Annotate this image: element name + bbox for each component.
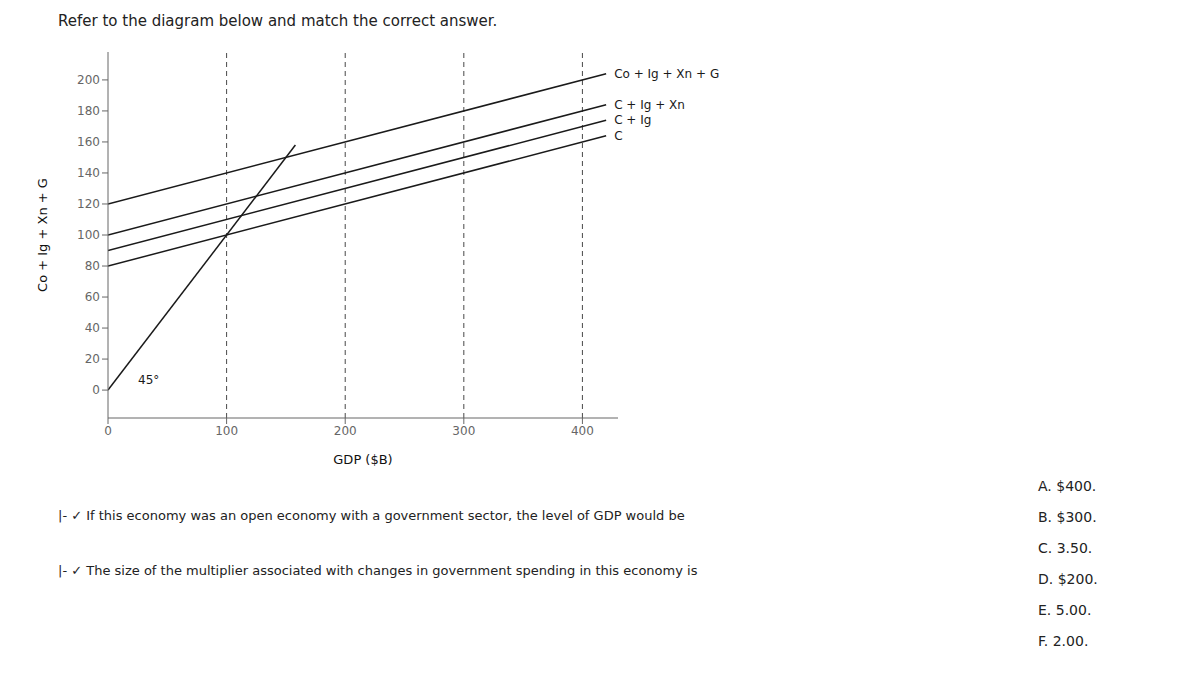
svg-text:180: 180	[77, 104, 100, 118]
html-text:Refer to the diagram below and: Refer to the diagram below and match the…	[58, 12, 498, 30]
svg-text:C + Ig: C + Ig	[614, 113, 651, 127]
svg-text:100: 100	[77, 228, 100, 242]
svg-text:GDP ($B): GDP ($B)	[333, 452, 392, 467]
html-text:C. 3.50.: C. 3.50.	[1038, 540, 1093, 556]
svg-text:200: 200	[334, 424, 357, 438]
html-text:F. 2.00.: F. 2.00.	[1038, 633, 1089, 649]
html-text:B. $300.: B. $300.	[1038, 509, 1097, 525]
html-text:E. 5.00.: E. 5.00.	[1038, 602, 1092, 618]
svg-text:20: 20	[85, 352, 100, 366]
svg-text:C + Ig + Xn: C + Ig + Xn	[614, 98, 685, 112]
svg-text:140: 140	[77, 166, 100, 180]
html-text:A. $400.: A. $400.	[1038, 478, 1097, 494]
svg-text:160: 160	[77, 135, 100, 149]
svg-text:Co + Ig + Xn + G: Co + Ig + Xn + G	[614, 67, 719, 81]
html-text:|- ✓ If this economy was an op: |- ✓ If this economy was an open economy…	[58, 508, 685, 523]
svg-text:60: 60	[85, 290, 100, 304]
svg-text:200: 200	[77, 73, 100, 87]
svg-text:45°: 45°	[138, 373, 159, 387]
html-text:D. $200.: D. $200.	[1038, 571, 1098, 587]
svg-text:300: 300	[452, 424, 475, 438]
html-text:|- ✓ The size of the multiplie: |- ✓ The size of the multiplier associat…	[58, 563, 698, 578]
svg-text:400: 400	[571, 424, 594, 438]
svg-text:100: 100	[215, 424, 238, 438]
svg-text:Co + Ig + Xn + G: Co + Ig + Xn + G	[35, 178, 50, 292]
svg-text:0: 0	[104, 424, 112, 438]
svg-text:120: 120	[77, 197, 100, 211]
svg-text:C: C	[614, 129, 622, 143]
svg-text:0: 0	[92, 383, 100, 397]
svg-text:80: 80	[85, 259, 100, 273]
svg-text:40: 40	[85, 321, 100, 335]
